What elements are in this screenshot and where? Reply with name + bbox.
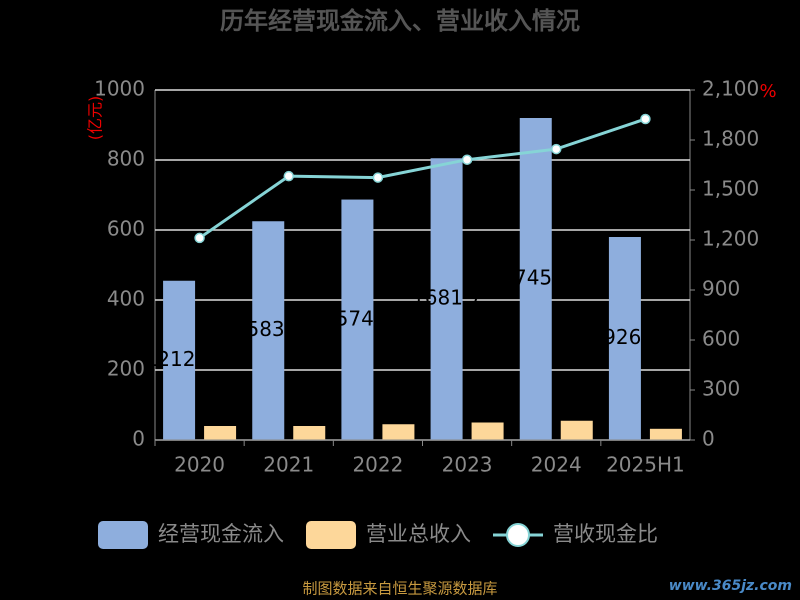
legend-swatch bbox=[306, 521, 356, 549]
legend-label: 经营现金流入 bbox=[158, 522, 284, 546]
legend-label: 营业总收入 bbox=[366, 522, 471, 546]
y2-unit: % bbox=[759, 81, 776, 102]
bar bbox=[649, 428, 682, 440]
y2-tick-label: 0 bbox=[702, 427, 715, 451]
y-tick-label: 200 bbox=[107, 357, 145, 381]
x-tick-label: 2023 bbox=[442, 453, 493, 477]
y2-tick-label: 900 bbox=[702, 277, 740, 301]
line-point bbox=[640, 113, 651, 125]
y-unit: (亿元) bbox=[86, 96, 105, 141]
line-point bbox=[194, 232, 205, 244]
y-tick-label: 800 bbox=[107, 147, 145, 171]
bar bbox=[163, 280, 196, 440]
bar bbox=[519, 118, 552, 440]
data-label: 1745.6 bbox=[501, 266, 571, 290]
bar bbox=[471, 422, 504, 440]
y2-tick-label: 1,200 bbox=[702, 227, 759, 251]
data-label: 1583.1 bbox=[234, 317, 304, 341]
y2-tick-label: 2,100 bbox=[702, 77, 759, 101]
line-point bbox=[283, 170, 294, 182]
y2-tick-label: 1,800 bbox=[702, 127, 759, 151]
line bbox=[198, 117, 646, 240]
legend-swatch bbox=[98, 521, 148, 549]
x-tick-label: 2024 bbox=[531, 453, 582, 477]
data-label: 1574.6 bbox=[323, 306, 393, 330]
y-tick-label: 1000 bbox=[94, 77, 145, 101]
source: 制图数据来自恒生聚源数据库 bbox=[302, 580, 497, 598]
y2-tick-label: 600 bbox=[702, 327, 740, 351]
bar bbox=[293, 426, 326, 440]
data-label: 1212.4 bbox=[145, 347, 215, 371]
x-tick-label: 2021 bbox=[263, 453, 314, 477]
bar bbox=[341, 199, 374, 440]
y-tick-label: 0 bbox=[132, 427, 145, 451]
line-point bbox=[461, 154, 473, 165]
bar bbox=[204, 426, 237, 440]
legend-marker bbox=[506, 523, 530, 547]
bar bbox=[560, 420, 593, 440]
chart-title: 历年经营现金流入、营业收入情况 bbox=[220, 7, 580, 35]
bar bbox=[252, 221, 285, 440]
x-tick-label: 2022 bbox=[352, 453, 403, 477]
data-label: 1681.7 bbox=[412, 286, 482, 310]
watermark: www.365jz.com bbox=[669, 578, 792, 594]
x-tick-label: 2020 bbox=[174, 453, 225, 477]
y-tick-label: 600 bbox=[107, 217, 145, 241]
y-tick-label: 400 bbox=[107, 287, 145, 311]
line-point bbox=[551, 143, 562, 155]
bar bbox=[608, 237, 641, 440]
legend-label: 营收现金比 bbox=[553, 522, 658, 546]
bar bbox=[430, 158, 463, 440]
line-point bbox=[372, 172, 384, 183]
data-label: 1926.1 bbox=[590, 325, 660, 349]
y2-tick-label: 300 bbox=[702, 377, 740, 401]
y2-tick-label: 1,500 bbox=[702, 177, 759, 201]
bar bbox=[382, 424, 415, 440]
x-tick-label: 2025H1 bbox=[606, 453, 685, 477]
